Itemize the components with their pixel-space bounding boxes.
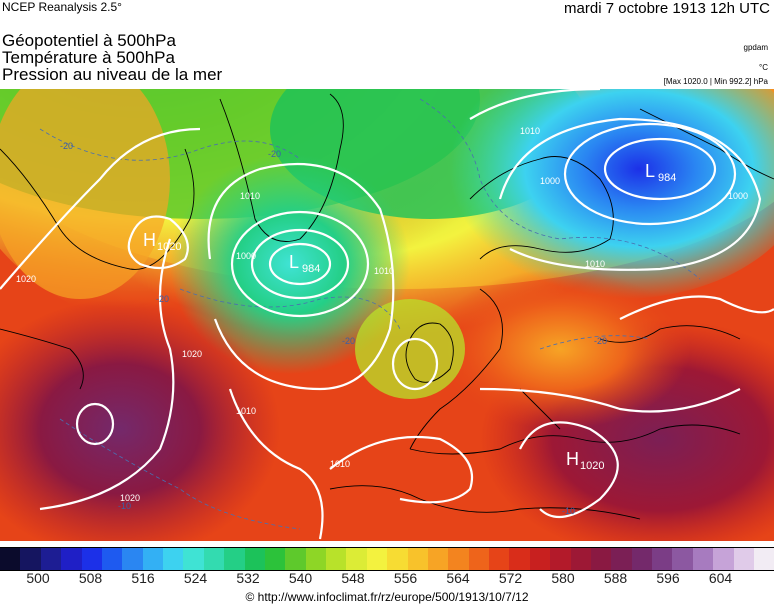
temperature-label: -20 — [594, 336, 607, 346]
colorbar-swatch — [733, 548, 754, 570]
isobar-label: 1010 — [236, 406, 256, 416]
colorbar-tick-label: 588 — [603, 570, 628, 586]
colorbar-swatch — [101, 548, 123, 570]
colorbar-swatch — [672, 548, 693, 570]
colorbar-swatch — [611, 548, 632, 570]
temperature-label: -20 — [342, 336, 355, 346]
temperature-label: -20 — [60, 141, 73, 151]
colorbar-swatch — [692, 548, 714, 570]
colorbar-swatch — [0, 548, 21, 570]
colorbar-swatch — [631, 548, 652, 570]
colorbar-swatch — [203, 548, 225, 570]
colorbar-tick-label: 572 — [498, 570, 523, 586]
colorbar-swatch — [142, 548, 163, 570]
colorbar-tick-label: 580 — [551, 570, 575, 586]
low-center-scandinavia: L — [645, 161, 655, 181]
colorbar-swatch — [529, 548, 551, 570]
colorbar-ticks: 500 508 516 524 532 540 548 556 564 572 580 588 596 6… — [0, 570, 774, 588]
unit-temperature: °C — [759, 63, 768, 72]
colorbar-swatch — [305, 548, 326, 570]
colorbar-swatch — [652, 548, 673, 570]
unit-geopotential: gpdam — [743, 43, 768, 52]
isobar-label: 1010 — [374, 266, 394, 276]
pressure-range: [Max 1020.0 | Min 992.2] hPa — [663, 77, 768, 86]
colorbar-swatch — [590, 548, 612, 570]
colorbar-swatch — [387, 548, 408, 570]
colorbar — [0, 547, 774, 571]
isobar-label: 1020 — [182, 349, 202, 359]
colorbar-tick-label: 508 — [78, 570, 103, 586]
isobar-label: 1010 — [520, 126, 540, 136]
isobar-label: 1000 — [728, 191, 748, 201]
isobar-label: 1000 — [540, 176, 560, 186]
low-value-scandinavia: 984 — [658, 172, 676, 184]
colorbar-swatch — [264, 548, 286, 570]
isobar-label: 1020 — [16, 274, 36, 284]
colorbar-swatch — [346, 548, 367, 570]
low-center-greenland: L — [289, 252, 299, 272]
colorbar-swatch — [285, 548, 306, 570]
colorbar-tick-label: 532 — [236, 570, 260, 586]
colorbar-tick-label: 548 — [341, 570, 365, 586]
source-label: NCEP Reanalysis 2.5° — [2, 0, 122, 14]
high-value-north-africa: 1020 — [580, 460, 604, 472]
colorbar-swatch — [550, 548, 571, 570]
temperature-label: -10 — [562, 506, 575, 516]
colorbar-swatch — [244, 548, 265, 570]
temperature-label: -20 — [268, 149, 281, 159]
colorbar-swatch — [489, 548, 510, 570]
colorbar-swatch — [570, 548, 591, 570]
colorbar-tick-label: 596 — [656, 570, 680, 586]
colorbar-tick-label: 564 — [446, 570, 470, 586]
isobar-label: 1010 — [585, 259, 605, 269]
colorbar-swatch — [427, 548, 449, 570]
temperature-label: -20 — [156, 294, 169, 304]
colorbar-swatch — [61, 548, 82, 570]
low-value-greenland: 984 — [302, 263, 320, 275]
isobar-labels: 1010 1000 1020 1010 1020 1010 1010 1000 … — [16, 126, 748, 503]
temperature-label: -10 — [118, 501, 131, 511]
title-geopotential: Géopotentiel à 500hPa — [2, 31, 176, 50]
isobars — [0, 89, 774, 540]
colorbar-swatch — [407, 548, 428, 570]
high-center-north-africa: H — [566, 449, 579, 469]
isobar-label: 1000 — [236, 251, 256, 261]
colorbar-tick-label: 540 — [288, 570, 313, 586]
isobar-label: 1020 — [120, 493, 140, 503]
colorbar-tick-label: 524 — [183, 570, 208, 586]
high-value-newfoundland: 1020 — [157, 241, 181, 253]
colorbar-swatch — [163, 548, 184, 570]
colorbar-swatch — [468, 548, 489, 570]
colorbar-swatch — [509, 548, 530, 570]
footer-url: © http://www.infoclimat.fr/rz/europe/500… — [245, 590, 529, 604]
colorbar-swatch — [20, 548, 41, 570]
isotherms — [39, 98, 701, 530]
coastlines — [0, 93, 774, 520]
colorbar-swatch — [122, 548, 143, 570]
colorbar-tick-label: 516 — [131, 570, 155, 586]
colorbar-tick-label: 604 — [708, 570, 733, 586]
temperature-labels: -20 -20 -20 -20 -20 -10 -10 — [60, 141, 607, 516]
weather-map: H 1020 L 984 L 984 H 1020 1010 1000 1020… — [0, 89, 774, 541]
high-center-newfoundland: H — [143, 230, 156, 250]
colorbar-swatch — [224, 548, 245, 570]
title-pressure: Pression au niveau de la mer — [2, 65, 223, 84]
colorbar-swatch — [40, 548, 62, 570]
colorbar-swatch — [448, 548, 469, 570]
colorbar-swatch — [81, 548, 102, 570]
colorbar-swatch — [326, 548, 347, 570]
date-label: mardi 7 octobre 1913 12h UTC — [564, 0, 770, 17]
pressure-centers: H 1020 L 984 L 984 H 1020 — [143, 161, 676, 472]
colorbar-tick-label: 556 — [393, 570, 418, 586]
colorbar-swatch — [713, 548, 734, 570]
colorbar-swatch — [183, 548, 204, 570]
colorbar-swatch — [366, 548, 388, 570]
colorbar-tick-label: 500 — [26, 570, 50, 586]
isobar-label: 1010 — [330, 459, 350, 469]
colorbar-swatch — [753, 548, 774, 570]
isobar-label: 1010 — [240, 191, 260, 201]
title-temperature: Température à 500hPa — [2, 48, 175, 67]
